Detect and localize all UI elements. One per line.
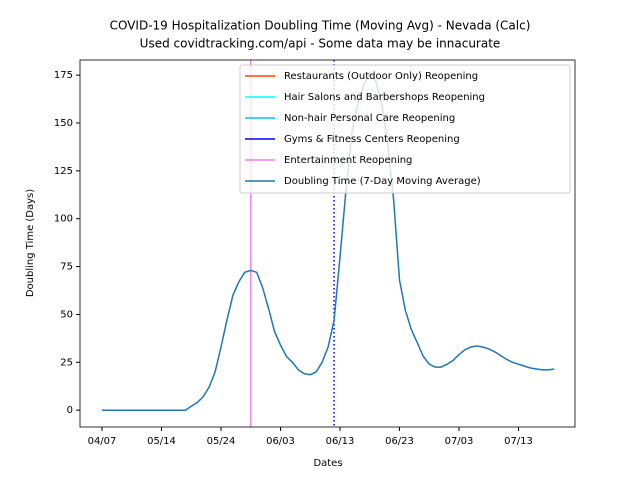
legend-box [239, 64, 571, 194]
x-tick-label: 04/07 [88, 436, 117, 447]
y-axis-label: Doubling Time (Days) [25, 189, 36, 297]
x-tick-label: 07/13 [504, 436, 533, 447]
y-tick-label: 175 [54, 70, 73, 81]
y-tick-label: 150 [54, 118, 73, 129]
legend-label: Entertainment Reopening [284, 155, 412, 166]
axes-frame [79, 59, 576, 428]
x-tick-label: 06/23 [385, 436, 414, 447]
data-line [102, 71, 555, 411]
y-tick-label: 125 [54, 166, 73, 177]
x-axis-label: Dates [313, 458, 342, 469]
y-tick-label: 100 [54, 214, 73, 225]
chart-title: COVID-19 Hospitalization Doubling Time (… [110, 19, 531, 33]
y-tick-label: 50 [60, 309, 73, 320]
legend-label: Non-hair Personal Care Reopening [284, 113, 455, 124]
legend-label: Restaurants (Outdoor Only) Reopening [284, 71, 478, 82]
x-tick-label: 05/24 [207, 436, 236, 447]
y-tick-label: 75 [60, 262, 73, 273]
x-tick-label: 06/13 [326, 436, 355, 447]
chart-subtitle: Used covidtracking.com/api - Some data m… [140, 37, 501, 51]
legend-label: Doubling Time (7-Day Moving Average) [284, 176, 481, 187]
y-tick-label: 25 [60, 357, 73, 368]
x-tick-label: 05/14 [147, 436, 176, 447]
x-tick-label: 07/03 [445, 436, 474, 447]
legend-label: Gyms & Fitness Centers Reopening [284, 134, 460, 145]
y-tick-label: 0 [67, 405, 73, 416]
legend-label: Hair Salons and Barbershops Reopening [284, 92, 485, 103]
x-tick-label: 06/03 [266, 436, 295, 447]
